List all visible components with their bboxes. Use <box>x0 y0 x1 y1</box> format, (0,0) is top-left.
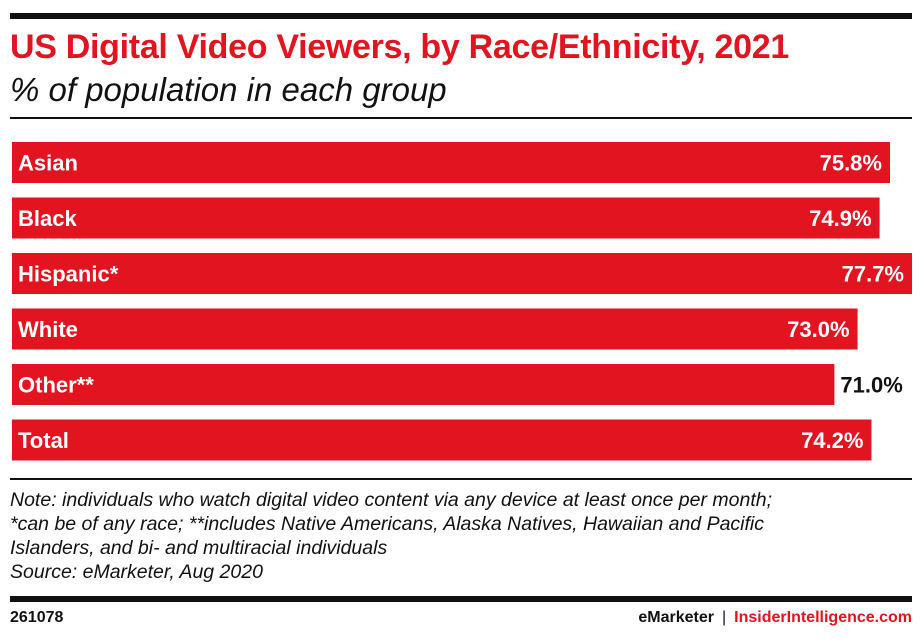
chart-title: US Digital Video Viewers, by Race/Ethnic… <box>10 28 789 66</box>
category-label: Total <box>18 428 69 453</box>
top-rule <box>10 13 912 19</box>
value-label: 77.7% <box>842 262 904 287</box>
value-label: 74.9% <box>809 206 871 231</box>
note-line: *can be of any race; **includes Native A… <box>10 513 765 535</box>
bar-white <box>12 308 858 350</box>
value-label: 73.0% <box>787 317 849 342</box>
chart-id: 261078 <box>10 609 64 626</box>
footer-brand: eMarketer | InsiderIntelligence.com <box>638 609 912 627</box>
brand-separator: | <box>722 609 727 626</box>
category-label: Black <box>18 206 77 231</box>
value-label: 71.0% <box>840 373 902 398</box>
bar-hispanic <box>12 253 912 294</box>
notes-rule <box>10 478 912 480</box>
bar-other <box>12 364 835 405</box>
note-line: Note: individuals who watch digital vide… <box>10 489 773 511</box>
category-label: Asian <box>18 151 78 176</box>
brand-site: InsiderIntelligence.com <box>734 609 912 626</box>
note-line: Islanders, and bi- and multiracial indiv… <box>10 537 388 559</box>
brand-name: eMarketer <box>638 609 715 626</box>
category-label: White <box>18 317 78 342</box>
bar-asian <box>12 142 890 183</box>
bar-chart: Asian 75.8% Black 74.9% Hispanic* 77.7% White 7… <box>12 142 912 461</box>
category-label: Hispanic* <box>18 262 119 287</box>
source-line: Source: eMarketer, Aug 2020 <box>10 561 263 583</box>
header-rule <box>10 117 912 119</box>
value-label: 75.8% <box>820 151 882 176</box>
category-label: Other** <box>18 373 94 398</box>
chart-subtitle: % of population in each group <box>10 71 447 108</box>
chart-notes: Note: individuals who watch digital vide… <box>10 488 772 584</box>
bar-black <box>12 197 880 239</box>
value-label: 74.2% <box>801 428 863 453</box>
bottom-rule <box>10 596 912 602</box>
bar-total <box>12 419 872 461</box>
